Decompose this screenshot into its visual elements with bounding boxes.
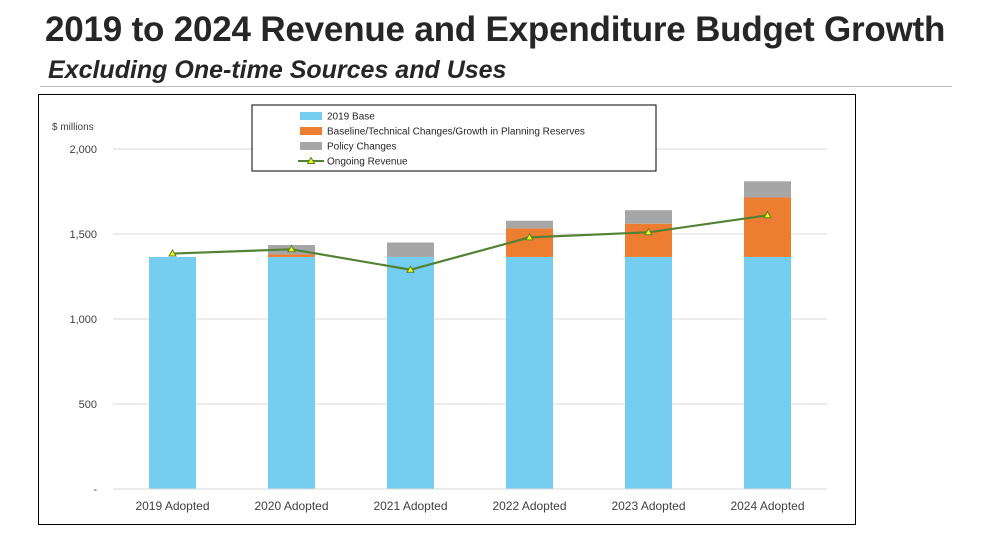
bar-2019-base	[387, 256, 434, 489]
slide-title: 2019 to 2024 Revenue and Expenditure Bud…	[45, 10, 946, 49]
legend-marker	[306, 156, 316, 164]
chart-svg: - 500 1,000 1,500 2,000 $ millions 2019 Adopte…	[52, 104, 827, 513]
axes: - 500 1,000 1,500 2,000 $ millions 2019 Adopte…	[52, 122, 827, 513]
legend-label: Ongoing Revenue	[327, 157, 408, 168]
ongoing-revenue-line	[172, 214, 768, 271]
revenue-marker	[168, 249, 177, 257]
legend-label: 2019 Base	[327, 112, 375, 123]
y-unit-label: $ millions	[52, 122, 94, 133]
bar-policy-changes	[387, 242, 434, 257]
revenue-marker	[525, 232, 534, 241]
slide-subtitle: Excluding One-time Sources and Uses	[48, 56, 507, 84]
bar-2019-base	[625, 256, 672, 489]
y-tick-label: 1,500	[69, 229, 97, 241]
bar-baseline-changes	[268, 254, 315, 257]
bar-baseline-changes	[744, 197, 791, 257]
bar-2019-base	[506, 256, 553, 489]
legend-label: Baseline/Technical Changes/Growth in Pla…	[327, 127, 585, 138]
bar-policy-changes	[744, 181, 791, 198]
y-tick-label: 2,000	[69, 144, 97, 156]
revenue-marker	[644, 227, 653, 236]
legend-label: Policy Changes	[327, 142, 396, 153]
revenue-line-layer	[168, 210, 772, 273]
gridlines	[113, 148, 827, 405]
x-category-label: 2024 Adopted	[730, 499, 804, 513]
bar-policy-changes	[625, 210, 672, 224]
legend: 2019 Base Baseline/Technical Changes/Grow…	[251, 104, 657, 172]
legend-swatch	[300, 112, 322, 120]
revenue-marker	[406, 265, 415, 273]
bar-2019-base	[268, 256, 315, 489]
y-tick-label: 500	[79, 399, 97, 411]
x-category-label: 2019 Adopted	[135, 499, 209, 513]
x-category-label: 2022 Adopted	[492, 499, 566, 513]
y-tick-label: 1,000	[69, 314, 97, 326]
revenue-marker	[287, 244, 296, 253]
x-category-label: 2020 Adopted	[254, 499, 328, 513]
legend-swatch	[300, 142, 322, 150]
y-tick-label: -	[93, 484, 97, 496]
bar-2019-base	[744, 256, 791, 489]
bars	[149, 181, 791, 489]
legend-swatch	[300, 127, 322, 135]
bar-2019-base	[149, 256, 196, 489]
x-category-label: 2021 Adopted	[373, 499, 447, 513]
bar-policy-changes	[506, 220, 553, 229]
revenue-marker	[763, 210, 772, 219]
chart-frame: - 500 1,000 1,500 2,000 $ millions 2019 Adopte…	[38, 94, 856, 525]
x-category-label: 2023 Adopted	[611, 499, 685, 513]
title-divider	[40, 86, 952, 87]
